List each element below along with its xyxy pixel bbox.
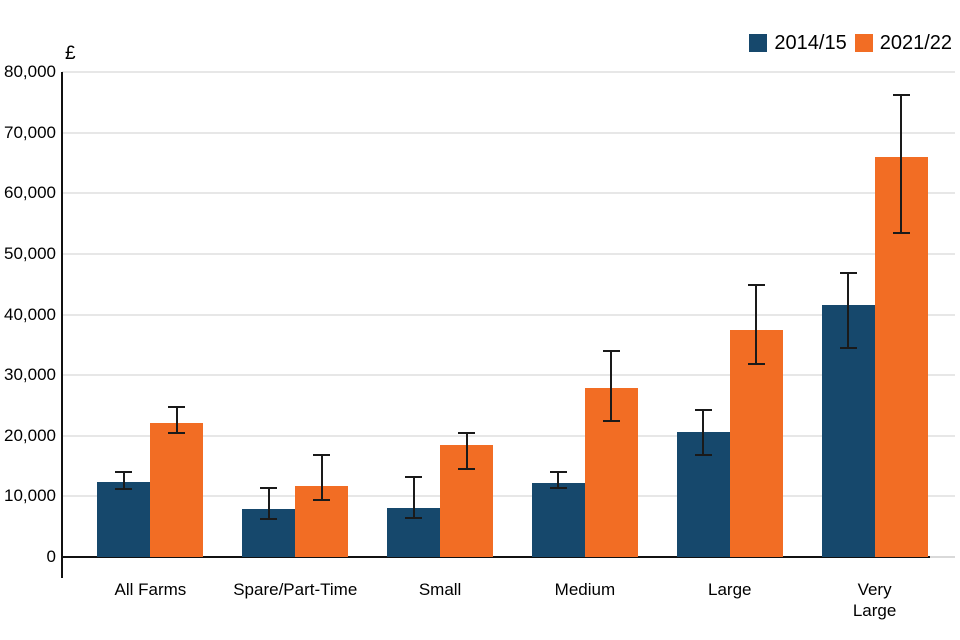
legend-swatch [854,34,873,52]
error-bar [702,409,705,455]
error-bar-cap-bottom [892,231,910,234]
y-tick-label: 30,000 [4,365,56,385]
gridline [62,434,955,437]
gridline [62,192,955,195]
error-bar [465,432,468,470]
error-bar-cap-top [260,487,278,490]
error-bar-cap-top [892,94,910,97]
error-bar-cap-top [313,454,331,457]
error-bar [267,488,270,519]
legend-label: 2014/15 [774,32,847,54]
error-bar-cap-bottom [168,432,186,435]
gridline [62,252,955,255]
error-bar-cap-bottom [694,453,712,456]
chart-legend: 2014/15 2021/22 [749,33,952,53]
x-axis-line-extension [930,556,955,558]
error-bar [755,285,758,365]
error-bar-cap-top [115,471,133,474]
y-axis-unit-label: £ [65,43,76,64]
y-tick-label: 60,000 [4,183,56,203]
legend-item: 2021/22 [854,32,952,54]
error-bar [900,95,903,233]
error-bar-cap-top [839,272,857,275]
error-bar-cap-top [747,284,765,287]
legend-swatch [749,34,768,52]
error-bar [412,476,415,518]
gridline [62,313,955,316]
y-tick-label: 50,000 [4,243,56,263]
error-bar-cap-top [549,470,567,473]
x-axis-label: Medium [554,580,616,599]
y-axis-line [61,72,63,578]
bar-2014-15 [97,481,151,557]
gridline [62,131,955,134]
gridline [62,71,955,73]
error-bar [847,273,850,348]
y-tick-label: 10,000 [4,486,56,506]
error-bar [122,472,125,490]
x-axis-label: Large [708,580,752,599]
error-bar-cap-top [168,406,186,409]
error-bar [175,407,178,434]
x-axis-label: Very Large [852,580,897,620]
error-bar [610,350,613,421]
error-bar-cap-bottom [602,419,620,422]
y-tick-label: 40,000 [4,304,56,324]
error-bar-cap-bottom [458,468,476,471]
gridline [62,374,955,377]
bar-2021-22 [150,423,204,557]
error-bar-cap-top [458,431,476,434]
x-axis-label: Spare/Part-Time [233,580,358,599]
error-bar-cap-bottom [260,517,278,520]
x-axis-line [61,556,930,558]
error-bar [557,471,560,489]
x-axis-label: Small [418,580,462,599]
x-axis-label: All Farms [114,580,187,599]
legend-label: 2021/22 [879,32,952,54]
gridline [62,495,955,498]
y-tick-label: 70,000 [4,122,56,142]
y-tick-label: 20,000 [4,425,56,445]
error-bar-cap-bottom [313,499,331,501]
y-tick-label: 0 [46,547,56,566]
error-bar-cap-bottom [747,363,765,366]
error-bar-cap-bottom [405,516,423,519]
error-bar [320,455,323,500]
bar-2021-22 [729,330,783,557]
error-bar-cap-bottom [115,488,133,491]
error-bar-cap-bottom [839,346,857,349]
legend-item: 2014/15 [749,32,847,54]
bar-2014-15 [531,483,585,557]
error-bar-cap-top [694,408,712,411]
y-tick-label: 80,000 [4,62,56,81]
error-bar-cap-bottom [549,487,567,490]
error-bar-cap-top [602,349,620,352]
error-bar-cap-top [405,475,423,478]
